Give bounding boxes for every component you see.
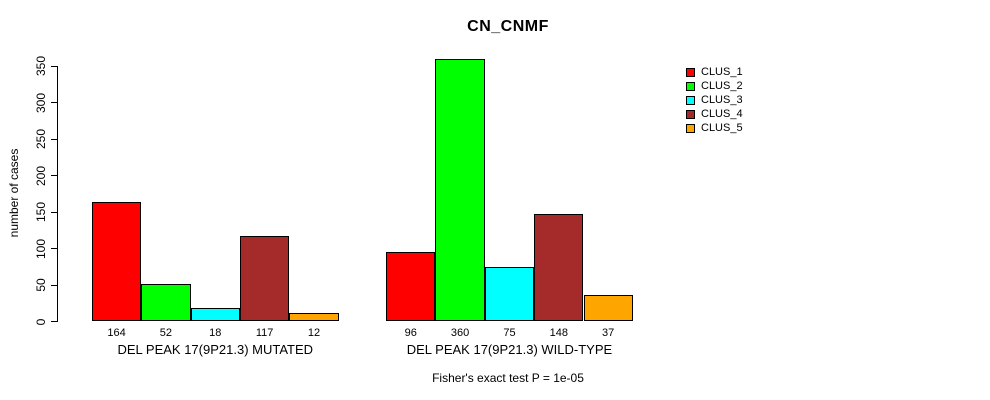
y-tick-mark bbox=[51, 138, 57, 140]
legend-label-clus_5: CLUS_5 bbox=[701, 122, 743, 134]
bar-value-label: 360 bbox=[450, 327, 470, 339]
y-tick-label: 300 bbox=[34, 92, 48, 113]
legend-label-clus_4: CLUS_4 bbox=[701, 108, 743, 120]
y-axis-line bbox=[57, 66, 58, 322]
bar-clus_4-group2 bbox=[534, 213, 584, 322]
y-tick-label: 100 bbox=[34, 238, 48, 259]
legend-swatch-clus_5 bbox=[686, 124, 695, 133]
bar-value-label: 12 bbox=[307, 327, 321, 339]
bar-value-label: 37 bbox=[602, 327, 615, 339]
bar-clus_2-group2 bbox=[435, 59, 485, 322]
bar-value-label: 164 bbox=[107, 327, 126, 339]
bar-clus_4-group1 bbox=[239, 236, 290, 322]
legend-swatch-clus_1 bbox=[686, 68, 695, 77]
bar-value-label: 75 bbox=[503, 327, 516, 339]
legend-swatch-clus_3 bbox=[686, 96, 695, 105]
y-tick-mark bbox=[51, 175, 57, 177]
chart-title: CN_CNMF bbox=[467, 18, 549, 35]
y-tick-label: 50 bbox=[34, 278, 48, 292]
y-axis-label: number of cases bbox=[7, 148, 21, 238]
bar-value-label: 18 bbox=[209, 327, 222, 339]
y-tick-mark bbox=[51, 321, 57, 322]
group-label-2: DEL PEAK 17(9P21.3) WILD-TYPE bbox=[406, 342, 613, 357]
annotation-text: Fisher's exact test P = 1e-05 bbox=[432, 371, 584, 385]
group-label-1: DEL PEAK 17(9P21.3) MUTATED bbox=[117, 342, 314, 357]
bar-clus_2-group1 bbox=[141, 283, 191, 322]
y-tick-label: 350 bbox=[34, 56, 48, 77]
y-tick-label: 150 bbox=[34, 202, 48, 223]
y-tick-mark bbox=[51, 284, 57, 286]
bar-clus_3-group2 bbox=[484, 266, 535, 322]
y-tick-label: 200 bbox=[34, 165, 48, 186]
bar-value-label: 117 bbox=[255, 327, 274, 339]
legend-label-clus_1: CLUS_1 bbox=[701, 66, 743, 78]
legend-label-clus_3: CLUS_3 bbox=[701, 94, 743, 106]
y-tick-label: 0 bbox=[34, 318, 48, 325]
bar-value-label: 52 bbox=[159, 327, 173, 339]
y-tick-mark bbox=[51, 102, 57, 104]
legend-swatch-clus_4 bbox=[686, 110, 695, 119]
y-tick-label: 250 bbox=[34, 129, 48, 150]
bar-value-label: 96 bbox=[404, 327, 417, 339]
bar-clus_5-group1 bbox=[289, 312, 339, 322]
legend-label-clus_2: CLUS_2 bbox=[701, 80, 743, 92]
y-tick-mark bbox=[51, 65, 57, 67]
bar-value-label: 148 bbox=[549, 327, 568, 339]
y-tick-mark bbox=[51, 211, 57, 213]
bar-clus_1-group2 bbox=[386, 251, 436, 322]
bar-clus_5-group2 bbox=[583, 294, 633, 322]
bar-clus_3-group1 bbox=[190, 308, 240, 322]
y-tick-mark bbox=[51, 248, 57, 250]
bar-clus_1-group1 bbox=[91, 202, 142, 322]
legend-swatch-clus_2 bbox=[686, 82, 695, 91]
